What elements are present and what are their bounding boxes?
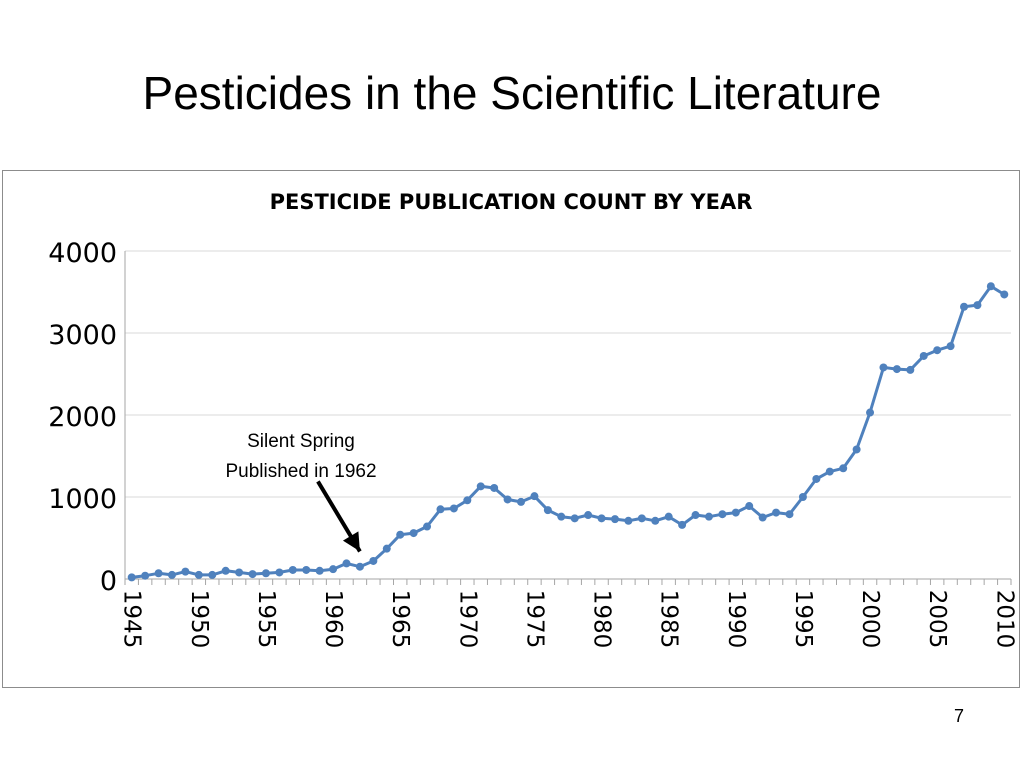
- y-tick-label: 3000: [48, 320, 117, 351]
- data-point: [892, 365, 901, 374]
- data-point: [543, 506, 552, 515]
- data-point: [919, 351, 928, 360]
- data-point: [624, 516, 633, 525]
- data-point: [651, 516, 660, 525]
- data-point: [839, 464, 848, 473]
- x-tick-label: 2000: [857, 590, 883, 649]
- data-point: [557, 512, 566, 521]
- x-tick-label: 1960: [320, 590, 346, 649]
- data-point: [275, 568, 284, 577]
- x-tick-label: 1955: [253, 590, 279, 649]
- data-point: [866, 408, 875, 417]
- chart-area: PESTICIDE PUBLICATION COUNT BY YEAR 0 100…: [2, 170, 1020, 688]
- data-point: [503, 495, 512, 504]
- axes: [124, 251, 1012, 585]
- page-number: 7: [953, 706, 964, 726]
- chart-title: PESTICIDE PUBLICATION COUNT BY YEAR: [270, 190, 753, 214]
- data-point: [355, 562, 364, 571]
- data-point: [745, 502, 754, 511]
- data-point: [369, 556, 378, 565]
- data-point: [530, 492, 539, 501]
- x-tick-label: 2005: [924, 590, 950, 649]
- data-point: [167, 570, 176, 579]
- data-point: [731, 508, 740, 517]
- x-tick-label: 1995: [790, 590, 816, 649]
- y-tick-label: 0: [100, 566, 117, 597]
- data-point: [208, 570, 217, 579]
- data-point: [154, 569, 163, 578]
- data-point: [235, 568, 244, 577]
- data-point: [396, 530, 405, 539]
- data-point: [678, 520, 687, 529]
- gridlines: [125, 250, 1011, 498]
- data-point: [785, 510, 794, 519]
- x-tick-label: 2010: [991, 590, 1017, 649]
- data-point: [221, 566, 230, 575]
- data-point: [449, 504, 458, 513]
- annotation-arrow-head: [342, 531, 360, 552]
- annotation-text-line1: Silent Spring: [247, 431, 355, 452]
- data-point: [906, 365, 915, 374]
- data-point: [302, 565, 311, 574]
- data-point: [490, 483, 499, 492]
- data-point: [758, 513, 767, 522]
- data-point: [946, 342, 955, 351]
- y-tick-labels: 0 1000 2000 3000 4000: [48, 238, 117, 597]
- data-point: [570, 514, 579, 523]
- x-tick-label: 1965: [387, 590, 413, 649]
- x-tick-labels: 1945 1950 1955 1960 1965 1970 1975 1980 1985 1990…: [119, 590, 1018, 649]
- data-point: [423, 522, 432, 531]
- x-tick-label: 1970: [454, 590, 480, 649]
- annotation-text-line2: Published in 1962: [225, 461, 376, 482]
- slide-title: Pesticides in the Scientific Literature: [142, 67, 882, 119]
- data-point: [517, 497, 526, 506]
- data-point: [704, 512, 713, 521]
- data-point: [772, 508, 781, 517]
- data-point: [879, 363, 888, 372]
- data-point: [718, 510, 727, 519]
- data-point: [597, 514, 606, 523]
- data-point: [1000, 290, 1009, 299]
- data-point: [852, 445, 861, 454]
- data-point: [960, 302, 969, 311]
- data-point: [382, 544, 391, 553]
- data-point: [476, 482, 485, 491]
- data-point: [329, 565, 338, 574]
- y-tick-label: 4000: [48, 238, 117, 269]
- x-tick-label: 1950: [186, 590, 212, 649]
- data-point: [141, 571, 150, 580]
- data-point: [342, 559, 351, 568]
- data-point: [933, 346, 942, 355]
- data-point: [127, 573, 136, 582]
- data-point: [194, 570, 203, 579]
- data-point: [436, 505, 445, 514]
- data-point: [463, 496, 472, 505]
- x-tick-label: 1975: [521, 590, 547, 649]
- data-point: [825, 467, 834, 476]
- data-point: [973, 301, 982, 310]
- x-tick-label: 1985: [656, 590, 682, 649]
- data-point: [798, 493, 807, 501]
- x-tick-label: 1980: [589, 590, 615, 649]
- annotation: Silent Spring Published in 1962: [225, 431, 377, 553]
- data-point: [610, 515, 619, 524]
- data-point: [288, 565, 297, 574]
- y-tick-label: 2000: [48, 402, 117, 433]
- x-tick-label: 1990: [723, 590, 749, 649]
- data-point: [181, 567, 190, 576]
- x-tick-label: 1945: [119, 590, 145, 649]
- y-tick-label: 1000: [48, 484, 117, 515]
- data-point: [986, 282, 995, 291]
- data-point: [637, 514, 646, 523]
- data-point: [664, 512, 673, 521]
- data-point: [584, 511, 593, 520]
- data-point: [315, 566, 324, 575]
- data-point: [691, 511, 700, 520]
- line-chart: PESTICIDE PUBLICATION COUNT BY YEAR 0 100…: [48, 190, 1018, 649]
- data-point: [261, 569, 270, 578]
- data-points: [127, 282, 1009, 582]
- data-point: [248, 570, 257, 579]
- data-point: [812, 474, 821, 483]
- data-point: [409, 529, 418, 538]
